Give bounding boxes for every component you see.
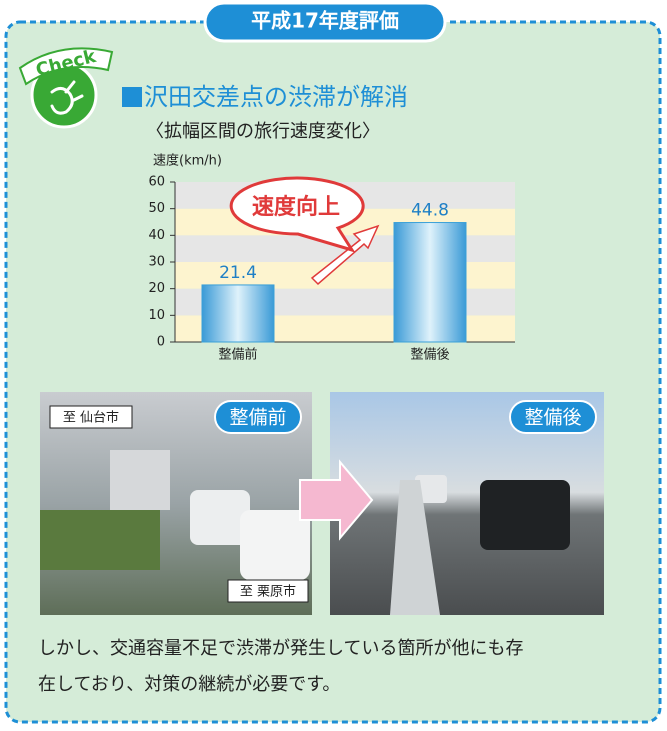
sign-text: 至 仙台市 bbox=[63, 410, 119, 426]
badge-text: 平成17年度評価 bbox=[251, 9, 399, 33]
y-tick-label: 40 bbox=[148, 228, 165, 243]
heading: 沢田交差点の渋滞が解消 bbox=[144, 83, 408, 111]
y-tick-label: 20 bbox=[148, 281, 165, 296]
sign-text: 至 栗原市 bbox=[240, 585, 296, 600]
chart: 速度(km/h) 0 10 20 30 40 50 60 21.4 整備前 44.8 整備後 速度向上 bbox=[148, 153, 515, 363]
y-axis-label: 速度(km/h) bbox=[153, 153, 222, 169]
x-tick-label: 整備前 bbox=[218, 347, 257, 363]
page: 平成17年度評価 Check 沢田交差点の渋滞が解消 〈拡幅区間の旅行速度変化〉… bbox=[0, 0, 667, 731]
photo-grass bbox=[40, 510, 160, 570]
body-text: 在しており、対策の継続が必要です。 bbox=[38, 674, 340, 695]
photo-label: 整備後 bbox=[524, 407, 581, 429]
subheading: 〈拡幅区間の旅行速度変化〉 bbox=[146, 121, 380, 142]
y-tick-label: 10 bbox=[148, 308, 165, 323]
y-tick-label: 0 bbox=[157, 335, 165, 350]
bar bbox=[202, 285, 274, 342]
data-label: 44.8 bbox=[411, 201, 449, 221]
photo-truck bbox=[110, 450, 170, 510]
y-tick-label: 60 bbox=[148, 175, 165, 190]
heading-square bbox=[122, 87, 142, 107]
bar bbox=[394, 223, 466, 342]
photo-car bbox=[480, 480, 570, 550]
annotation: 速度向上 bbox=[252, 194, 340, 220]
page-canvas: 平成17年度評価 Check 沢田交差点の渋滞が解消 〈拡幅区間の旅行速度変化〉… bbox=[0, 0, 667, 731]
y-tick-label: 50 bbox=[148, 201, 165, 216]
body-text: しかし、交通容量不足で渋滞が発生している箇所が他にも存 bbox=[38, 638, 523, 659]
y-tick-label: 30 bbox=[148, 255, 165, 270]
data-label: 21.4 bbox=[219, 263, 257, 283]
x-tick-label: 整備後 bbox=[410, 348, 449, 363]
photo-label: 整備前 bbox=[229, 407, 286, 429]
